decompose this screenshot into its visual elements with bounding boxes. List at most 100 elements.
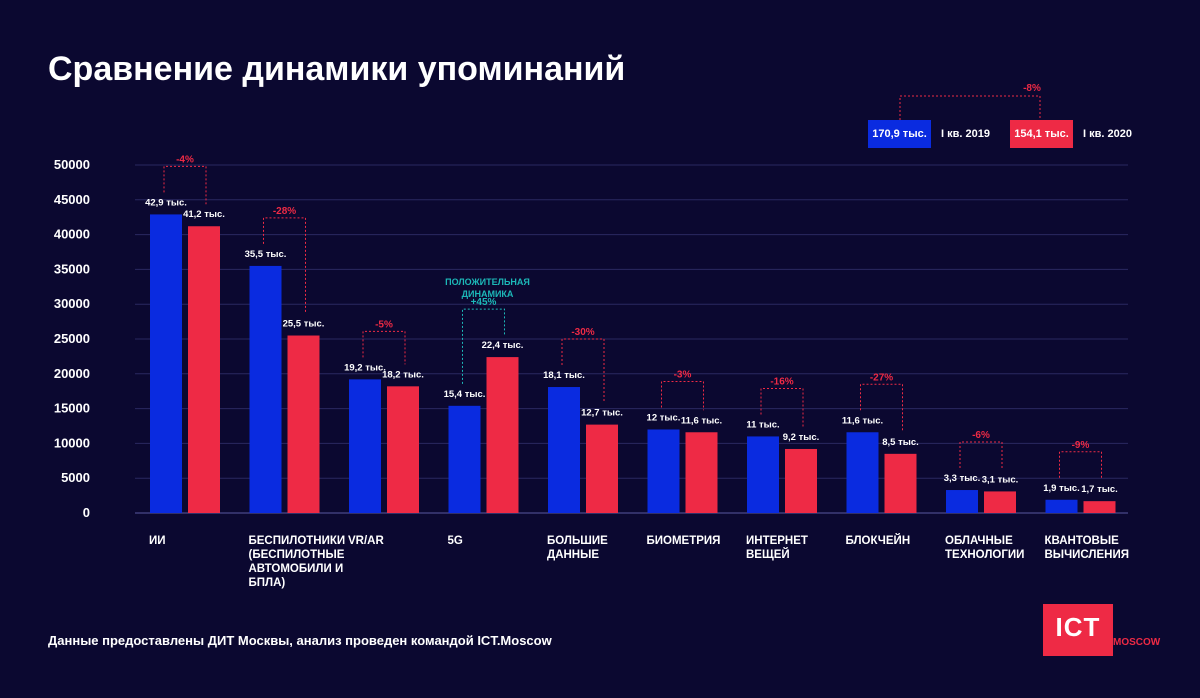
- legend-label-2019: I кв. 2019: [941, 128, 990, 140]
- footer-source-note: Данные предоставлены ДИТ Москвы, анализ …: [48, 633, 552, 648]
- y-tick-label: 30000: [54, 296, 90, 311]
- data-label-2019: 15,4 тыс.: [444, 389, 486, 400]
- y-tick-label: 10000: [54, 435, 90, 450]
- change-label: -30%: [571, 327, 594, 338]
- data-label-2019: 11,6 тыс.: [842, 415, 883, 426]
- y-tick-label: 35000: [54, 261, 90, 276]
- change-label: +45%: [471, 297, 497, 308]
- change-bracket: [661, 380, 704, 411]
- data-label-2020: 8,5 тыс.: [882, 437, 919, 448]
- y-tick-label: 25000: [54, 331, 90, 346]
- change-label: -27%: [870, 372, 893, 383]
- change-bracket: [1059, 451, 1102, 480]
- bar-2019: [747, 436, 779, 513]
- bar-2019: [1045, 499, 1078, 513]
- category-label: ДАННЫЕ: [547, 549, 599, 561]
- category-label: ИИ: [149, 535, 166, 547]
- data-label-2020: 1,7 тыс.: [1081, 484, 1118, 495]
- change-bracket: [462, 308, 505, 384]
- logo-subtext: MOSCOW: [1113, 637, 1161, 648]
- category-label: 5G: [448, 535, 463, 547]
- change-label: -4%: [176, 154, 194, 165]
- bar-2019: [448, 405, 481, 513]
- data-label-2019: 1,9 тыс.: [1043, 483, 1080, 494]
- annotation-label: ДИНАМИКА: [462, 289, 514, 299]
- bar-2019: [150, 214, 182, 513]
- data-label-2019: 42,9 тыс.: [145, 197, 187, 208]
- change-bracket: [561, 338, 605, 403]
- legend-change-label: -8%: [1023, 83, 1041, 94]
- y-tick-label: 0: [83, 505, 90, 520]
- y-tick-label: 15000: [54, 401, 90, 416]
- change-bracket: [163, 165, 207, 205]
- category-label: АВТОМОБИЛИ И: [249, 563, 344, 575]
- ict-logo: ICT: [1043, 604, 1113, 656]
- bar-2020: [387, 386, 419, 513]
- change-label: -3%: [674, 369, 692, 380]
- bar-2020: [984, 491, 1016, 513]
- data-label-2019: 3,3 тыс.: [944, 473, 981, 484]
- bar-2020: [884, 453, 917, 513]
- bar-2020: [685, 432, 718, 513]
- y-tick-label: 40000: [54, 227, 90, 242]
- data-label-2019: 18,1 тыс.: [543, 370, 585, 381]
- data-label-2020: 25,5 тыс.: [283, 319, 325, 330]
- category-label: БОЛЬШИЕ: [547, 535, 608, 547]
- data-label-2019: 12 тыс.: [647, 412, 681, 423]
- data-label-2019: 19,2 тыс.: [344, 362, 386, 373]
- category-label: ТЕХНОЛОГИИ: [945, 549, 1024, 561]
- data-label-2019: 35,5 тыс.: [245, 249, 287, 260]
- data-label-2020: 3,1 тыс.: [982, 474, 1019, 485]
- category-label: БПЛА): [249, 577, 286, 589]
- category-label: ИНТЕРНЕТ: [746, 535, 808, 547]
- category-label: БИОМЕТРИЯ: [647, 535, 721, 547]
- bar-chart: 0 5000 10000 15000 20000 25000 30000 35000 40000…: [54, 83, 1130, 589]
- category-label: ВЫЧИСЛЕНИЯ: [1045, 549, 1130, 561]
- category-label: VR/AR: [348, 535, 384, 547]
- y-tick-label: 45000: [54, 192, 90, 207]
- change-bracket: [760, 387, 804, 427]
- bar-2020: [1083, 501, 1116, 513]
- annotation-label: ПОЛОЖИТЕЛЬНАЯ: [445, 277, 530, 287]
- page-title: Сравнение динамики упоминаний: [48, 50, 626, 88]
- y-tick-label: 20000: [54, 366, 90, 381]
- category-label: ВЕЩЕЙ: [746, 548, 790, 561]
- data-label-2020: 41,2 тыс.: [183, 209, 225, 220]
- category-label: КВАНТОВЫЕ: [1045, 535, 1120, 547]
- y-tick-label: 5000: [61, 470, 90, 485]
- legend-value-2019: 170,9 тыс.: [868, 120, 931, 148]
- bar-2020: [486, 357, 519, 513]
- bar-2019: [647, 429, 680, 513]
- bar-2020: [188, 226, 220, 514]
- category-label: БЕСПИЛОТНИКИ: [249, 535, 346, 547]
- y-tick-label: 50000: [54, 157, 90, 172]
- legend-value-2020: 154,1 тыс.: [1010, 120, 1073, 148]
- change-bracket: [959, 441, 1003, 470]
- data-label-2020: 9,2 тыс.: [783, 432, 820, 443]
- change-label: -5%: [375, 319, 393, 330]
- change-label: -9%: [1072, 440, 1090, 451]
- change-bracket: [362, 330, 406, 365]
- bar-2019: [249, 265, 282, 513]
- data-label-2020: 12,7 тыс.: [581, 408, 623, 419]
- bar-2020: [785, 448, 817, 513]
- change-bracket: [263, 217, 306, 314]
- data-label-2020: 22,4 тыс.: [482, 340, 524, 351]
- bar-2019: [548, 387, 580, 513]
- category-label: ОБЛАЧНЫЕ: [945, 535, 1013, 547]
- bar-2020: [287, 335, 320, 513]
- data-label-2020: 18,2 тыс.: [382, 369, 424, 380]
- bar-2019: [946, 490, 978, 513]
- data-label-2019: 11 тыс.: [746, 419, 779, 430]
- legend-label-2020: I кв. 2020: [1083, 128, 1132, 140]
- change-label: -6%: [972, 430, 990, 441]
- category-label: БЛОКЧЕЙН: [846, 534, 911, 547]
- category-label: (БЕСПИЛОТНЫЕ: [249, 549, 345, 561]
- change-label: -28%: [273, 206, 296, 217]
- logo-text: ICT: [1055, 612, 1101, 642]
- bar-2020: [586, 424, 618, 513]
- bar-2019: [846, 432, 879, 513]
- bar-2019: [349, 379, 381, 513]
- legend-change-bracket: [899, 95, 1041, 120]
- change-bracket: [860, 383, 903, 432]
